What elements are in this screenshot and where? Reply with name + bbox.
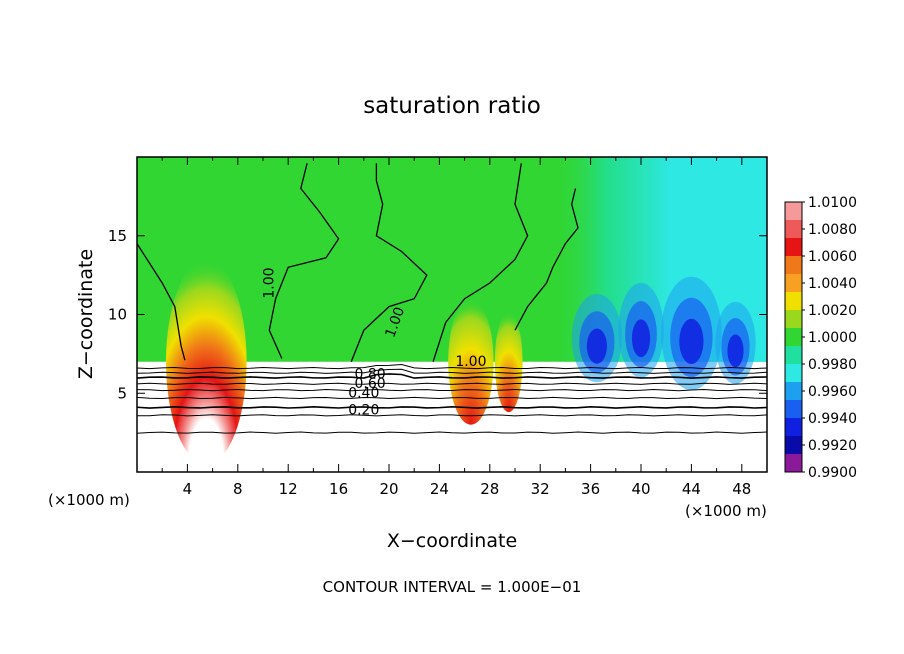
dry-pocket [727, 334, 744, 368]
colorbar-swatch [785, 238, 802, 257]
contour-line [137, 414, 767, 417]
x-tick-label: 16 [329, 480, 348, 498]
colorbar-swatch [785, 454, 802, 473]
contour-lines: 1.001.001.000.800.600.400.20 [137, 163, 767, 434]
x-tick-label: 40 [631, 480, 650, 498]
colorbar-swatch [785, 274, 802, 293]
contour-line [137, 368, 767, 374]
colorbar-swatch [785, 364, 802, 383]
x-tick-label: 36 [581, 480, 600, 498]
colorbar: 1.0100 1.0080 1.0060 1.0040 1.0020 1.0000 0.99… [784, 195, 857, 481]
contour-line [137, 373, 767, 379]
blob-2 [494, 311, 523, 413]
contour-line [137, 406, 767, 409]
colorbar-swatch [785, 436, 802, 455]
colorbar-label: 0.9980 [808, 357, 857, 373]
colorbar-label: 1.0040 [808, 276, 857, 292]
contour-interval-footer: CONTOUR INTERVAL = 1.000E−01 [323, 578, 582, 596]
x-unit-left: (×1000 m) [48, 491, 130, 509]
contour-label: 0.40 [348, 385, 379, 401]
x-tick-label: 48 [732, 480, 751, 498]
colorbar-swatch [785, 310, 802, 329]
blob-1 [448, 298, 494, 425]
x-tick-label: 44 [682, 480, 701, 498]
blob-0 [165, 259, 247, 465]
colorbar-label: 1.0100 [808, 195, 857, 211]
y-tick-label: 5 [117, 384, 127, 402]
y-tick-label: 15 [108, 227, 127, 245]
x-tick-label: 28 [480, 480, 499, 498]
colorbar-label: 0.9900 [808, 465, 857, 481]
contour-line [137, 396, 767, 400]
x-unit-right: (×1000 m) [685, 502, 767, 520]
colorbar-swatch [785, 400, 802, 419]
colorbar-label: 0.9920 [808, 438, 857, 454]
contour-line-upper [137, 243, 186, 361]
dry-pocket [586, 328, 607, 364]
chart-title: saturation ratio [363, 93, 541, 119]
contour-line-upper [514, 188, 579, 331]
dry-pocket [631, 319, 651, 358]
y-axis-label: Z−coordinate [75, 249, 97, 379]
x-tick-label: 20 [379, 480, 398, 498]
contour-line-upper [350, 163, 428, 362]
contour-line [137, 388, 767, 392]
x-axis-ticks: 4 8 12 16 20 24 28 32 36 40 44 48 [161, 157, 751, 498]
dry-pocket [679, 318, 704, 365]
y-axis-ticks: 5 10 15 [108, 227, 767, 402]
y-tick-label: 10 [108, 306, 127, 324]
x-axis-label: X−coordinate [387, 530, 517, 552]
contour-label: 1.00 [455, 354, 486, 370]
x-tick-label: 24 [430, 480, 449, 498]
colorbar-swatch [785, 328, 802, 347]
colorbar-label: 1.0020 [808, 303, 857, 319]
colorbar-swatch [785, 418, 802, 437]
contour-label: 1.00 [261, 267, 277, 298]
colorbar-swatch [785, 220, 802, 239]
colorbar-swatch [785, 382, 802, 401]
colorbar-label: 0.9940 [808, 411, 857, 427]
contour-label: 0.80 [355, 366, 386, 382]
colorbar-label: 1.0080 [808, 222, 857, 238]
x-tick-label: 8 [233, 480, 243, 498]
contour-line [137, 363, 767, 370]
contour-line-upper [432, 163, 529, 362]
colorbar-label: 0.9960 [808, 384, 857, 400]
colorbar-swatch [785, 256, 802, 275]
x-tick-label: 4 [183, 480, 193, 498]
colorbar-swatch [785, 202, 802, 221]
colorbar-label: 1.0060 [808, 249, 857, 265]
contour-label: 0.20 [348, 403, 379, 419]
x-tick-label: 12 [279, 480, 298, 498]
colorbar-label: 1.0000 [808, 330, 857, 346]
colorbar-swatch [785, 346, 802, 365]
dry-zone [552, 157, 767, 391]
contour-line [137, 431, 767, 434]
supersaturation-blobs [165, 259, 523, 465]
plot-area: 1.001.001.000.800.600.400.20 [137, 157, 767, 472]
contour-line-upper [268, 163, 340, 359]
x-tick-label: 32 [531, 480, 550, 498]
contour-line [137, 382, 767, 385]
colorbar-swatch [785, 292, 802, 311]
contour-label: 0.60 [355, 376, 386, 392]
